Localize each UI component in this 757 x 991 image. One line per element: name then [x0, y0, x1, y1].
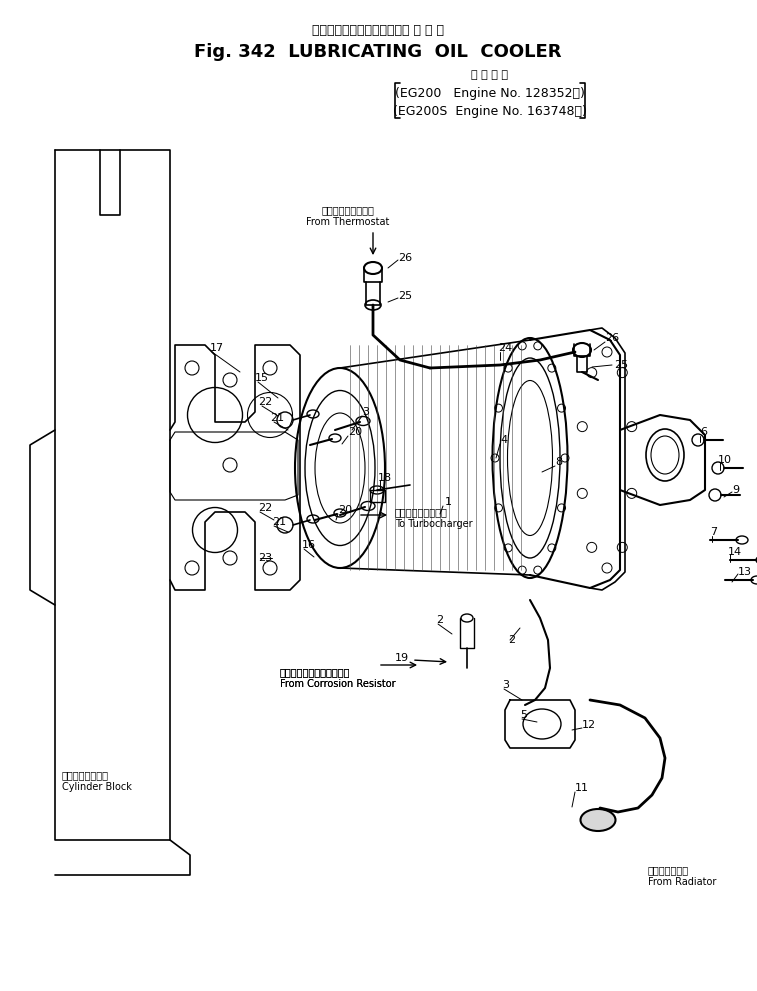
Text: 18: 18 — [378, 473, 392, 483]
Text: 8: 8 — [555, 457, 562, 467]
Text: 3: 3 — [362, 407, 369, 417]
Text: 2: 2 — [436, 615, 443, 625]
Text: 24: 24 — [498, 343, 512, 353]
Text: 14: 14 — [728, 547, 742, 557]
Text: 25: 25 — [398, 291, 412, 301]
Text: 適 用 号 機: 適 用 号 機 — [472, 70, 509, 80]
Text: 2: 2 — [508, 635, 515, 645]
Text: 25: 25 — [614, 360, 628, 370]
Text: 26: 26 — [605, 333, 619, 343]
Text: 22: 22 — [258, 503, 273, 513]
Text: 6: 6 — [700, 427, 707, 437]
Text: From Radiator: From Radiator — [648, 877, 716, 887]
Text: 22: 22 — [258, 397, 273, 407]
Text: 21: 21 — [270, 413, 284, 423]
Text: (EG200S  Engine No. 163748～): (EG200S Engine No. 163748～) — [393, 105, 587, 119]
Text: ラジエータから: ラジエータから — [648, 865, 689, 875]
Text: 15: 15 — [255, 373, 269, 383]
Text: 21: 21 — [272, 517, 286, 527]
Text: 3: 3 — [502, 680, 509, 690]
Text: 5: 5 — [520, 710, 527, 720]
Text: From Corrosion Resistor: From Corrosion Resistor — [280, 679, 396, 689]
Text: コロージョンレジスタから: コロージョンレジスタから — [280, 667, 350, 677]
Text: 16: 16 — [302, 540, 316, 550]
Text: シリンダブロック: シリンダブロック — [62, 770, 109, 780]
Text: 11: 11 — [575, 783, 589, 793]
Text: 9: 9 — [732, 485, 739, 495]
Text: 17: 17 — [210, 343, 224, 353]
Text: 12: 12 — [582, 720, 596, 730]
Text: From Corrosion Resistor: From Corrosion Resistor — [280, 679, 396, 689]
Text: 4: 4 — [500, 435, 507, 445]
Text: 19: 19 — [395, 653, 409, 663]
Text: 13: 13 — [738, 567, 752, 577]
Text: From Thermostat: From Thermostat — [307, 217, 390, 227]
Text: 10: 10 — [718, 455, 732, 465]
Text: 23: 23 — [258, 553, 272, 563]
Text: ターボチャージャへ: ターボチャージャへ — [395, 507, 448, 517]
Text: (EG200   Engine No. 128352～): (EG200 Engine No. 128352～) — [395, 87, 585, 100]
Text: Fig. 342  LUBRICATING  OIL  COOLER: Fig. 342 LUBRICATING OIL COOLER — [195, 43, 562, 61]
Text: ルーブリケーティングオイル ク ー ラ: ルーブリケーティングオイル ク ー ラ — [312, 24, 444, 37]
Text: 20: 20 — [338, 505, 352, 515]
Ellipse shape — [581, 809, 615, 831]
Text: コロージョンレジスタから: コロージョンレジスタから — [280, 667, 350, 677]
Text: 1: 1 — [445, 497, 452, 507]
Text: 26: 26 — [398, 253, 412, 263]
Text: Cylinder Block: Cylinder Block — [62, 782, 132, 792]
Text: 7: 7 — [710, 527, 717, 537]
Text: To Turbocharger: To Turbocharger — [395, 519, 472, 529]
Text: サーモスタットから: サーモスタットから — [322, 205, 375, 215]
Text: 20: 20 — [348, 427, 362, 437]
